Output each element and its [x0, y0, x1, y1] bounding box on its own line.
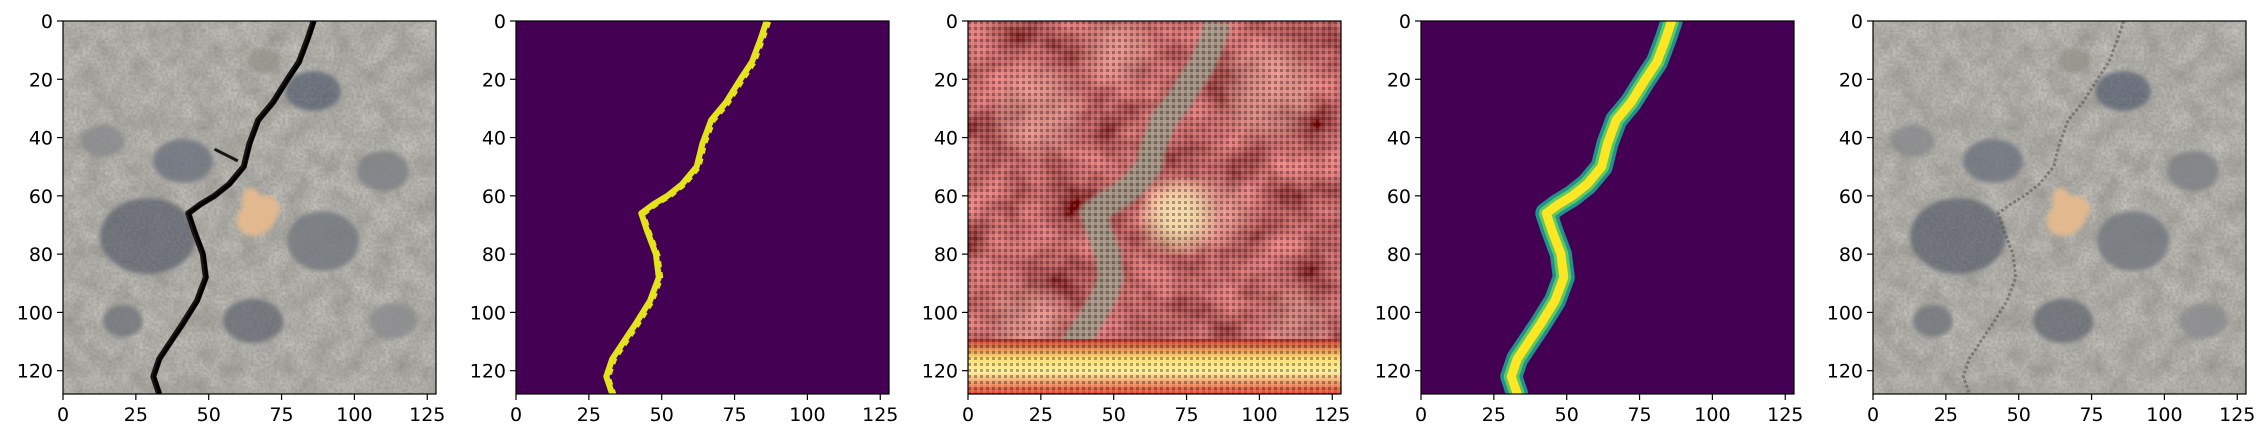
y-tick-label: 20: [1387, 69, 1411, 91]
y-tick-label: 80: [1387, 244, 1411, 266]
x-tick-label: 125: [409, 404, 445, 426]
x-tick-label: 0: [1415, 404, 1427, 426]
x-tick-label: 50: [197, 404, 221, 426]
y-tick-label: 60: [1839, 186, 1863, 208]
y-tick-label: 120: [470, 361, 506, 383]
reconstruction-image: [968, 21, 1341, 394]
x-tick-label: 125: [2219, 404, 2255, 426]
panel-mask: 0 25 50 75 100 125 0 20 40 60 80 100 120: [470, 11, 899, 426]
x-tick-label: 25: [1029, 404, 1053, 426]
y-tick-label: 40: [934, 128, 958, 150]
x-tick-label: 25: [1482, 404, 1506, 426]
x-tick-label: 0: [57, 404, 69, 426]
y-tick-label: 0: [41, 11, 53, 33]
panel-soft-mask: 0 25 50 75 100 125 0 20 40 60 80 100 120: [1375, 11, 1804, 426]
y-tick-label: 120: [1375, 361, 1411, 383]
y-tick-label: 80: [934, 244, 958, 266]
y-tick-label: 100: [1827, 302, 1863, 324]
x-tick-label: 50: [1555, 404, 1579, 426]
y-tick-label: 60: [934, 186, 958, 208]
axes-frame: [62, 20, 437, 395]
inpainted-photo-image: [1873, 21, 2246, 394]
x-tick-label: 100: [1241, 404, 1277, 426]
x-tick-label: 0: [962, 404, 974, 426]
y-tick-label: 40: [482, 128, 506, 150]
y-tick-label: 80: [1839, 244, 1863, 266]
x-tick-label: 75: [269, 404, 293, 426]
x-tick-label: 50: [2007, 404, 2031, 426]
y-tick-label: 60: [482, 186, 506, 208]
x-tick-label: 25: [1934, 404, 1958, 426]
y-tick-label: 100: [922, 302, 958, 324]
panel-inpainted-photo: 0 25 50 75 100 125 0 20 40 60 80 100 120: [1827, 11, 2256, 426]
y-tick-label: 120: [17, 361, 53, 383]
x-tick-label: 0: [510, 404, 522, 426]
x-tick-label: 75: [1174, 404, 1198, 426]
x-tick-label: 25: [124, 404, 148, 426]
x-tick-label: 100: [1694, 404, 1730, 426]
x-tick-label: 100: [2146, 404, 2182, 426]
y-tick-label: 20: [29, 69, 53, 91]
photo-image: [63, 21, 436, 394]
y-tick-label: 0: [946, 11, 958, 33]
y-tick-label: 100: [17, 302, 53, 324]
panel-photo: 0 25 50 75 100 125 0 20 40 60 80 100 120: [17, 11, 446, 426]
y-tick-label: 20: [482, 69, 506, 91]
y-tick-label: 120: [1827, 361, 1863, 383]
x-tick-label: 75: [1627, 404, 1651, 426]
y-tick-label: 100: [1375, 302, 1411, 324]
y-tick-label: 60: [29, 186, 53, 208]
y-tick-label: 80: [29, 244, 53, 266]
y-tick-label: 40: [1839, 128, 1863, 150]
mask-image: [516, 21, 889, 394]
axes-frame: [1420, 20, 1795, 395]
x-tick-label: 75: [2079, 404, 2103, 426]
x-tick-label: 100: [789, 404, 825, 426]
y-tick-label: 0: [494, 11, 506, 33]
soft-mask-image: [1421, 21, 1794, 394]
y-tick-label: 60: [1387, 186, 1411, 208]
x-tick-label: 50: [650, 404, 674, 426]
axes-frame: [1872, 20, 2247, 395]
x-tick-label: 25: [577, 404, 601, 426]
x-tick-label: 50: [1102, 404, 1126, 426]
x-tick-label: 125: [1314, 404, 1350, 426]
x-tick-label: 125: [1767, 404, 1803, 426]
y-tick-label: 100: [470, 302, 506, 324]
x-tick-label: 125: [862, 404, 898, 426]
y-tick-label: 40: [1387, 128, 1411, 150]
y-tick-label: 80: [482, 244, 506, 266]
y-tick-label: 20: [1839, 69, 1863, 91]
axes-frame: [515, 20, 890, 395]
x-tick-label: 75: [722, 404, 746, 426]
x-tick-label: 0: [1867, 404, 1879, 426]
axes-frame: [967, 20, 1342, 395]
y-tick-label: 20: [934, 69, 958, 91]
y-tick-label: 0: [1851, 11, 1863, 33]
panel-reconstruction: 0 25 50 75 100 125 0 20 40 60 80 100 120: [922, 11, 1351, 426]
y-tick-label: 120: [922, 361, 958, 383]
x-tick-label: 100: [336, 404, 372, 426]
y-tick-label: 0: [1399, 11, 1411, 33]
y-tick-label: 40: [29, 128, 53, 150]
